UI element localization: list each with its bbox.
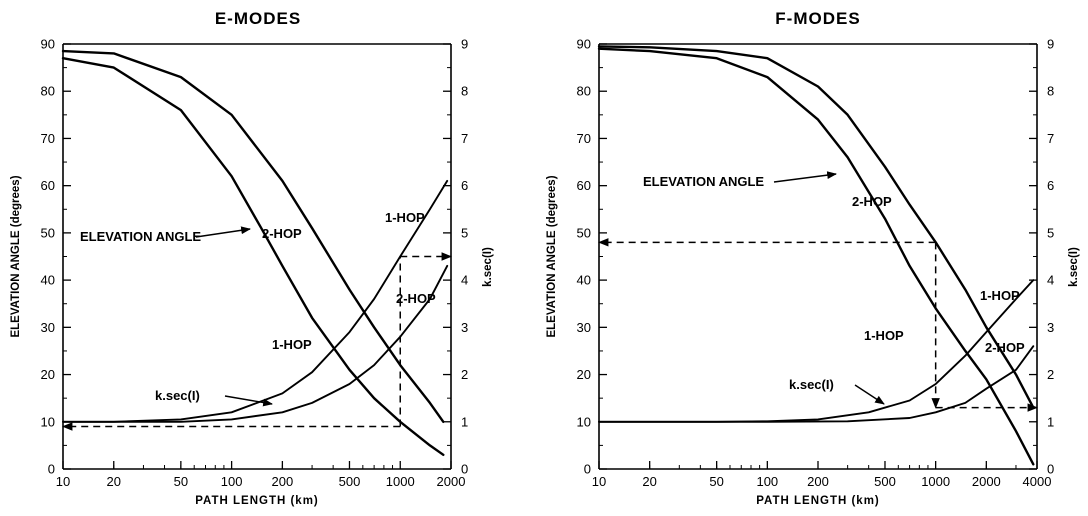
elevation-angle-label: ELEVATION ANGLE [80,229,201,244]
y-tick-label: 20 [41,367,55,382]
chart-title: F-MODES [775,9,860,28]
y-axis-label: ELEVATION ANGLE (degrees) [10,175,22,337]
elevation-curve-1-hop [597,47,1035,466]
y2-tick-label: 1 [461,414,468,429]
ksec-curve-label: k.sec(I) [155,388,200,403]
two-hop-ksec-label: 2-HOP [985,340,1025,355]
y2-tick-label: 1 [1047,414,1054,429]
y2-axis-label: k.sec(I) [482,247,494,287]
y-tick-label: 80 [577,84,591,99]
y2-tick-label: 5 [1047,225,1054,240]
x-tick-label: 1000 [921,474,950,489]
x-tick-label: 10 [592,474,606,489]
y-tick-label: 30 [577,320,591,335]
y2-tick-label: 3 [461,320,468,335]
elevation-curve-2-hop [597,45,1035,409]
x-axis-label: PATH LENGTH (km) [195,495,319,507]
y2-tick-label: 2 [461,367,468,382]
x-tick-label: 10 [56,474,70,489]
y-tick-label: 20 [577,367,591,382]
x-tick-label: 50 [174,474,188,489]
ksec-curve-2-hop [62,264,449,423]
x-tick-label: 200 [272,474,294,489]
two-hop-ksec-label: 2-HOP [396,291,436,306]
one-hop-ksec-label: 1-HOP [385,210,425,225]
elevation-curve-1-hop [61,57,445,456]
y-tick-label: 70 [41,131,55,146]
x-tick-label: 500 [339,474,361,489]
two-hop-elevation-label: 2-HOP [262,226,302,241]
ksec-arrow [854,384,885,405]
ksec-curve-1-hop [62,179,449,423]
y-tick-label: 10 [577,414,591,429]
y-tick-label: 60 [41,178,55,193]
one-hop-elevation-label: 1-HOP [864,328,904,343]
x-tick-label: 100 [221,474,243,489]
y2-axis-label: k.sec(I) [1068,247,1080,287]
y2-tick-label: 3 [1047,320,1054,335]
x-tick-label: 20 [107,474,121,489]
y-tick-label: 10 [41,414,55,429]
one-hop-ksec-label: 1-HOP [980,288,1020,303]
y-axis-label: ELEVATION ANGLE (degrees) [546,175,558,337]
y2-tick-label: 0 [461,462,468,477]
y2-tick-label: 2 [1047,367,1054,382]
y2-tick-label: 6 [1047,178,1054,193]
y2-tick-label: 8 [461,84,468,99]
ksec-arrow [224,395,273,407]
x-tick-label: 1000 [386,474,415,489]
x-tick-label: 200 [807,474,829,489]
y2-tick-label: 7 [461,131,468,146]
y2-tick-label: 4 [1047,273,1054,288]
x-tick-label: 2000 [972,474,1001,489]
ksec-curve-2-hop [598,345,1035,423]
y-tick-label: 0 [48,462,55,477]
y-tick-label: 30 [41,320,55,335]
y-tick-label: 70 [577,131,591,146]
x-tick-label: 20 [642,474,656,489]
y-tick-label: 0 [584,462,591,477]
x-tick-label: 100 [756,474,778,489]
x-tick-label: 2000 [437,474,466,489]
y-tick-label: 40 [41,273,55,288]
elevation-angle-arrow [773,171,837,183]
two-hop-elevation-label: 2-HOP [852,194,892,209]
y-tick-label: 40 [577,273,591,288]
elevation-angle-arrow [195,226,251,238]
y-tick-label: 50 [41,225,55,240]
elevation-angle-label: ELEVATION ANGLE [643,174,764,189]
y-tick-label: 90 [577,37,591,52]
elevation-curve-2-hop [61,49,445,423]
y-tick-label: 80 [41,84,55,99]
y2-tick-label: 9 [461,37,468,52]
y2-tick-label: 4 [461,273,468,288]
y-tick-label: 60 [577,178,591,193]
x-axis-label: PATH LENGTH (km) [756,495,880,507]
x-tick-label: 4000 [1023,474,1052,489]
y2-tick-label: 9 [1047,37,1054,52]
x-tick-label: 500 [874,474,896,489]
y-tick-label: 90 [41,37,55,52]
y2-tick-label: 8 [1047,84,1054,99]
one-hop-elevation-label: 1-HOP [272,337,312,352]
chart-title: E-MODES [215,9,301,28]
y2-tick-label: 6 [461,178,468,193]
y-tick-label: 50 [577,225,591,240]
y2-tick-label: 7 [1047,131,1054,146]
y2-tick-label: 0 [1047,462,1054,477]
x-tick-label: 50 [709,474,723,489]
ksec-curve-label: k.sec(I) [789,377,834,392]
y2-tick-label: 5 [461,225,468,240]
